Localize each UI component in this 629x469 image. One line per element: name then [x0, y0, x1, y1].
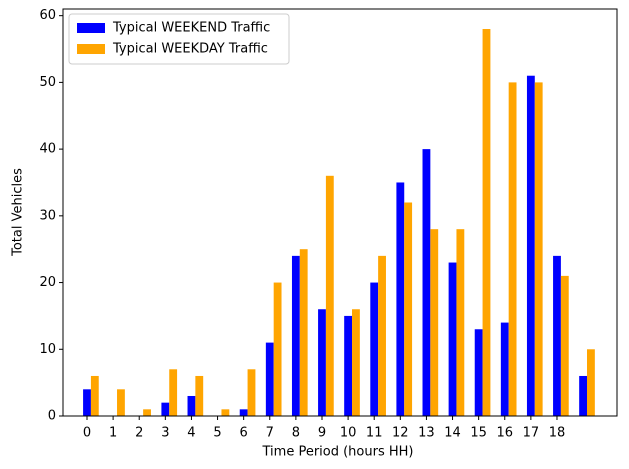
y-tick-label: 60	[39, 8, 56, 23]
bar	[482, 29, 491, 417]
plot-frame	[62, 8, 618, 417]
bar	[83, 389, 91, 416]
bar	[187, 395, 196, 416]
bar	[143, 409, 151, 416]
x-tick-label: 15	[470, 426, 487, 441]
bar	[430, 229, 439, 416]
bar	[579, 375, 588, 416]
legend-swatch	[77, 23, 105, 33]
y-axis-label: Total Vehicles	[11, 168, 26, 257]
bar	[587, 349, 595, 416]
bar	[221, 409, 230, 416]
x-axis-label: Time Period (hours HH)	[262, 445, 414, 460]
bar	[370, 282, 379, 416]
bar	[352, 309, 360, 416]
bar	[117, 389, 125, 416]
x-tick-label: 14	[444, 426, 461, 441]
x-tick-label: 18	[549, 426, 566, 441]
legend-swatch	[77, 44, 105, 54]
bar	[448, 262, 457, 416]
x-tick-label: 9	[318, 426, 326, 441]
x-tick-label: 7	[266, 426, 274, 441]
x-tick-label: 17	[523, 426, 540, 441]
bar	[90, 375, 99, 416]
legend-label: Typical WEEKDAY Traffic	[112, 42, 268, 57]
bar	[325, 175, 334, 416]
x-tick-label: 6	[240, 426, 248, 441]
bar	[169, 369, 178, 416]
bar	[161, 402, 170, 416]
y-tick-label: 30	[39, 208, 56, 223]
bar	[422, 149, 431, 417]
legend-label: Typical WEEKEND Traffic	[112, 21, 270, 36]
x-tick-label: 11	[366, 426, 383, 441]
x-tick-label: 2	[135, 426, 143, 441]
bar	[500, 322, 509, 416]
bar	[474, 329, 483, 416]
x-tick-label: 10	[340, 426, 357, 441]
bar	[560, 275, 569, 416]
x-tick-label: 0	[83, 426, 91, 441]
legend-frame	[68, 13, 290, 65]
bar	[195, 375, 204, 416]
x-tick-label: 12	[392, 426, 409, 441]
bar	[247, 369, 256, 416]
x-tick-label: 5	[213, 426, 221, 441]
bar	[378, 255, 386, 416]
bar	[239, 409, 248, 416]
bar	[404, 202, 413, 416]
bar	[534, 82, 543, 417]
y-tick-label: 20	[39, 275, 56, 290]
bar	[526, 75, 535, 416]
y-tick-label: 40	[39, 142, 56, 157]
x-tick-label: 4	[187, 426, 195, 441]
x-tick-label: 3	[161, 426, 169, 441]
bar	[291, 255, 300, 416]
x-tick-label: 1	[109, 426, 117, 441]
x-tick-label: 8	[292, 426, 300, 441]
bar	[265, 342, 274, 416]
bar	[456, 229, 465, 416]
bar	[344, 315, 353, 416]
y-tick-label: 0	[48, 409, 56, 424]
y-tick-label: 50	[39, 75, 56, 90]
bar	[396, 182, 405, 416]
bar	[508, 82, 517, 417]
bar	[273, 282, 282, 416]
y-tick-label: 10	[39, 342, 56, 357]
legend: Typical WEEKEND Traffic Typical WEEKDAY T…	[68, 13, 290, 65]
bar	[299, 249, 308, 416]
x-tick-label: 16	[496, 426, 513, 441]
x-tick-label: 13	[418, 426, 435, 441]
bar	[553, 255, 561, 416]
bar	[318, 309, 326, 416]
